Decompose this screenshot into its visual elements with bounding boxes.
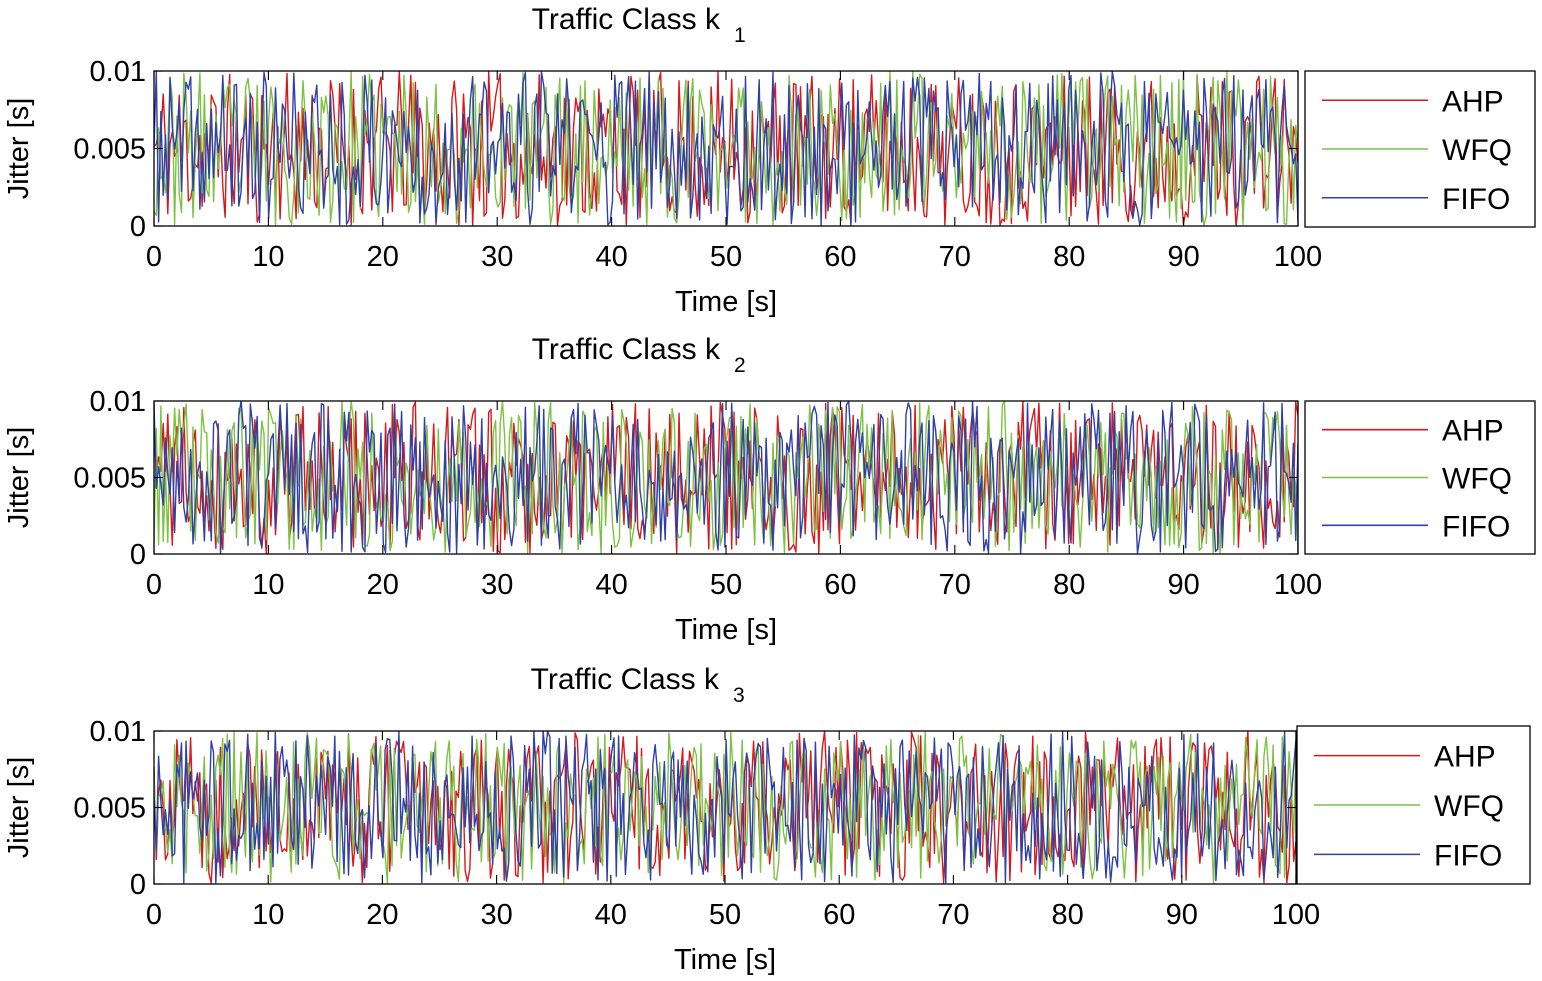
y-tick-label: 0.005 (73, 793, 146, 825)
legend-label-wfq: WFQ (1442, 463, 1512, 496)
legend: AHP WFQ FIFO (1304, 400, 1536, 555)
x-tick-label: 0 (146, 241, 162, 273)
plot-area (154, 71, 1298, 226)
chart-panel-1: 0 10 20 30 40 50 60 70 80 90 100 0 0.005 0.01 Time [s]… (3, 3, 1536, 318)
chart-title-text: Traffic Class k (531, 663, 720, 696)
series-line-wfq (154, 401, 1298, 554)
y-tick-label: 0 (130, 211, 146, 243)
x-tick-label: 90 (1167, 241, 1199, 273)
series-line-wfq (154, 71, 1298, 226)
y-tick-label: 0.01 (90, 716, 146, 748)
chart-title-subscript: 2 (734, 354, 746, 377)
x-tick-label: 60 (823, 899, 855, 931)
legend-label-ahp: AHP (1442, 415, 1504, 448)
x-tick-label: 70 (939, 241, 971, 273)
chart-title: Traffic Class k 3 (531, 663, 745, 707)
y-tick-label: 0 (130, 869, 146, 901)
plot-area (154, 401, 1298, 554)
x-axis-label: Time [s] (674, 944, 776, 976)
chart-title-subscript: 1 (734, 24, 746, 47)
x-tick-label: 100 (1274, 241, 1322, 273)
chart-title-subscript: 3 (733, 684, 745, 707)
chart-title: Traffic Class k 1 (532, 3, 746, 47)
x-tick-label: 50 (710, 241, 742, 273)
x-tick-label: 60 (824, 569, 856, 601)
x-tick-label: 20 (366, 899, 398, 931)
y-tick-label: 0.005 (73, 134, 146, 166)
legend-label-ahp: AHP (1434, 741, 1496, 774)
x-tick-label: 30 (481, 241, 513, 273)
x-tick-label: 40 (595, 899, 627, 931)
chart-title-text: Traffic Class k (532, 3, 721, 36)
series-line-fifo (154, 401, 1298, 554)
legend: AHP WFQ FIFO (1296, 725, 1531, 885)
x-tick-label: 90 (1167, 569, 1199, 601)
x-tick-label: 80 (1053, 569, 1085, 601)
y-axis-label: Jitter [s] (3, 427, 35, 529)
x-tick-label: 70 (937, 899, 969, 931)
x-tick-label: 20 (367, 569, 399, 601)
x-tick-label: 30 (480, 899, 512, 931)
x-tick-label: 50 (709, 899, 741, 931)
x-tick-label: 40 (595, 241, 627, 273)
y-axis-label: Jitter [s] (3, 757, 35, 859)
x-tick-label: 20 (367, 241, 399, 273)
x-tick-label: 40 (595, 569, 627, 601)
legend-label-fifo: FIFO (1434, 839, 1502, 872)
x-axis-label: Time [s] (675, 614, 777, 646)
x-tick-label: 0 (146, 569, 162, 601)
legend-label-fifo: FIFO (1442, 510, 1510, 543)
chart-panel-2: 0 10 20 30 40 50 60 70 80 90 100 0 0.005 0.01 Time [s]… (3, 333, 1536, 646)
x-tick-label: 70 (939, 569, 971, 601)
x-tick-label: 10 (252, 241, 284, 273)
x-tick-label: 10 (252, 899, 284, 931)
legend-label-fifo: FIFO (1442, 183, 1510, 216)
legend-label-wfq: WFQ (1442, 134, 1512, 167)
x-tick-label: 50 (710, 569, 742, 601)
x-tick-label: 0 (146, 899, 162, 931)
chart-title-text: Traffic Class k (532, 333, 721, 366)
chart-panel-3: 0 10 20 30 40 50 60 70 80 90 100 0 0.005 0.01 Time [s]… (3, 663, 1531, 976)
x-axis-label: Time [s] (675, 286, 777, 318)
y-tick-label: 0.01 (90, 56, 146, 88)
y-tick-label: 0 (130, 539, 146, 571)
y-tick-label: 0.01 (90, 386, 146, 418)
x-tick-label: 80 (1053, 241, 1085, 273)
x-tick-label: 60 (824, 241, 856, 273)
x-tick-label: 30 (481, 569, 513, 601)
plot-area (154, 731, 1296, 884)
y-axis-label: Jitter [s] (3, 98, 35, 200)
series-line-fifo (154, 71, 1298, 226)
series-line-fifo (154, 731, 1296, 884)
x-tick-label: 90 (1166, 899, 1198, 931)
x-tick-label: 100 (1274, 569, 1322, 601)
x-tick-label: 100 (1272, 899, 1320, 931)
legend-label-wfq: WFQ (1434, 790, 1504, 823)
x-tick-label: 10 (252, 569, 284, 601)
legend-label-ahp: AHP (1442, 85, 1504, 118)
chart-title: Traffic Class k 2 (532, 333, 746, 377)
legend: AHP WFQ FIFO (1304, 70, 1536, 228)
x-tick-label: 80 (1051, 899, 1083, 931)
y-tick-label: 0.005 (73, 463, 146, 495)
